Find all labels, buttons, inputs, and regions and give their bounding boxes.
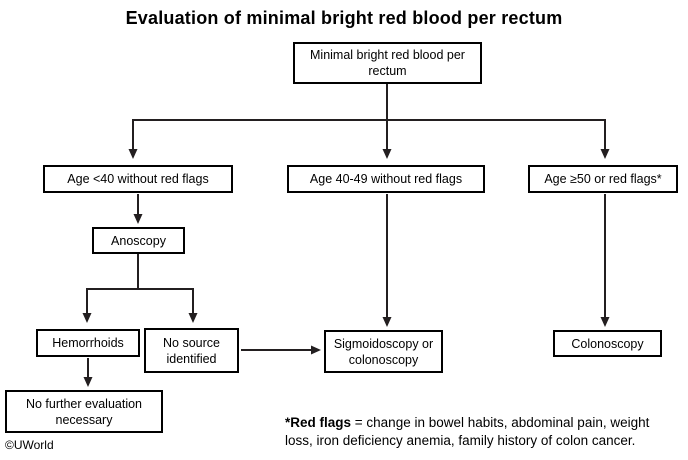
node-sigmoidoscopy-or-colonoscopy-label: Sigmoidoscopy or colonoscopy <box>333 336 434 367</box>
red-flags-footnote-definition: = change in bowel habits, abdominal pain… <box>285 415 650 448</box>
copyright-label: ©UWorld <box>5 438 54 452</box>
node-no-further-evaluation-label: No further evaluation necessary <box>25 396 143 427</box>
page-title: Evaluation of minimal bright red blood p… <box>125 8 563 28</box>
node-age-ge50: Age ≥50 or red flags* <box>528 165 678 193</box>
node-age-lt40-label: Age <40 without red flags <box>67 172 209 186</box>
node-age-lt40: Age <40 without red flags <box>43 165 233 193</box>
node-anoscopy: Anoscopy <box>92 227 185 254</box>
node-age-40-49-label: Age 40-49 without red flags <box>309 172 463 186</box>
node-anoscopy-label: Anoscopy <box>111 233 166 248</box>
node-sigmoidoscopy-or-colonoscopy: Sigmoidoscopy or colonoscopy <box>324 330 443 373</box>
node-no-source-identified: No source identified <box>144 328 239 373</box>
node-hemorrhoids: Hemorrhoids <box>36 329 140 357</box>
node-no-further-evaluation: No further evaluation necessary <box>5 390 163 433</box>
node-root-label: Minimal bright red blood per rectum <box>310 48 465 78</box>
node-colonoscopy-label: Colonoscopy <box>571 336 644 351</box>
node-age-ge50-label: Age ≥50 or red flags* <box>544 172 662 186</box>
node-no-source-identified-label: No source identified <box>163 335 220 366</box>
node-root: Minimal bright red blood per rectum <box>293 42 482 84</box>
red-flags-footnote-term: *Red flags <box>285 415 352 430</box>
node-hemorrhoids-label: Hemorrhoids <box>52 336 124 350</box>
node-age-40-49: Age 40-49 without red flags <box>287 165 485 193</box>
red-flags-footnote: *Red flags = change in bowel habits, abd… <box>285 414 677 450</box>
node-colonoscopy: Colonoscopy <box>553 330 662 357</box>
